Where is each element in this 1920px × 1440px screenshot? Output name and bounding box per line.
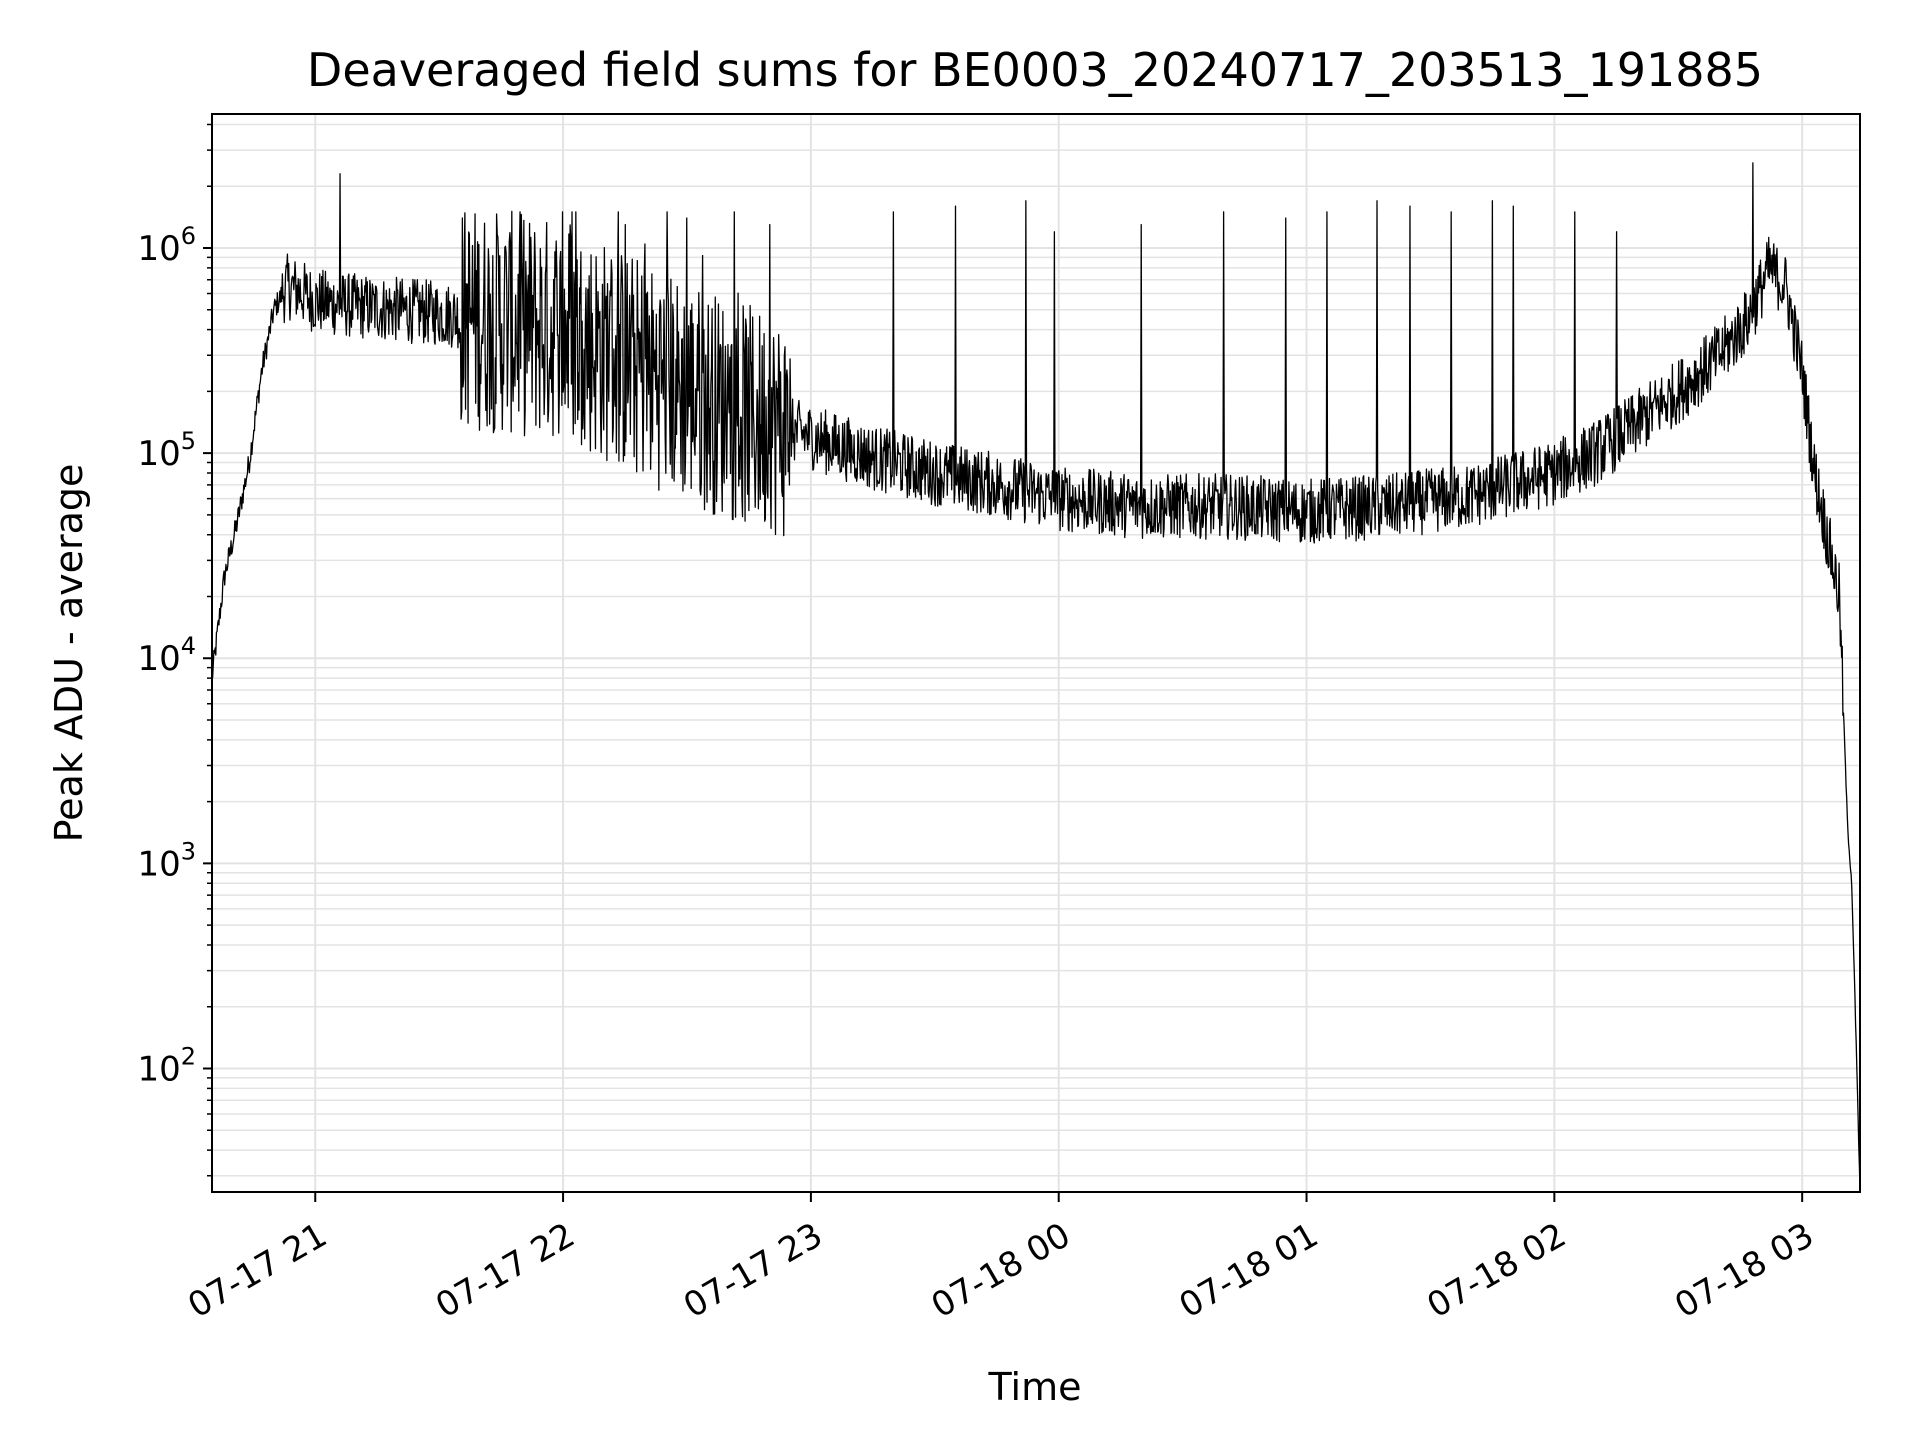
y-tick-label: 102 bbox=[137, 1043, 196, 1090]
y-tick-label: 106 bbox=[137, 222, 196, 269]
chart-title: Deaveraged field sums for BE0003_2024071… bbox=[307, 43, 1763, 97]
data-line bbox=[211, 162, 1861, 1191]
y-tick-label: 104 bbox=[137, 632, 196, 679]
y-tick-label: 103 bbox=[137, 837, 196, 884]
y-tick-label: 105 bbox=[137, 427, 196, 474]
series-line bbox=[211, 162, 1861, 1191]
y-axis-ticks: 102 103 104 105 106 bbox=[137, 123, 212, 1177]
x-axis-label: Time bbox=[988, 1365, 1082, 1409]
y-axis-label: Peak ADU - average bbox=[47, 464, 91, 843]
plot-frame bbox=[211, 113, 1861, 1193]
